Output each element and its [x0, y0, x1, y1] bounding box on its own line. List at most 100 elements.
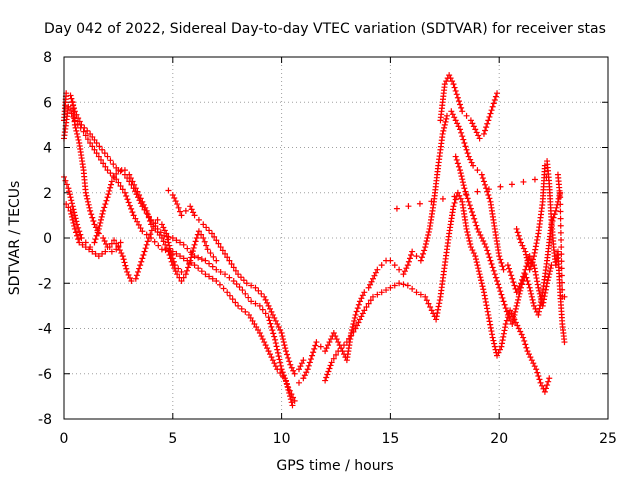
data-point	[191, 212, 198, 219]
data-point	[486, 113, 493, 120]
data-point	[505, 265, 512, 272]
data-point	[309, 352, 316, 359]
data-point	[469, 120, 476, 127]
data-point	[416, 200, 423, 207]
data-point	[130, 212, 137, 219]
data-point	[486, 195, 493, 202]
data-point	[303, 369, 310, 376]
data-point	[226, 257, 233, 264]
data-point	[77, 231, 84, 238]
data-point	[519, 281, 526, 288]
data-point	[125, 271, 132, 278]
data-point	[450, 81, 457, 88]
data-point	[439, 195, 446, 202]
data-point	[272, 340, 279, 347]
data-point	[177, 239, 184, 246]
data-point	[401, 268, 408, 275]
data-point	[509, 275, 516, 282]
data-point	[160, 224, 167, 231]
data-point	[100, 235, 107, 241]
data-point	[279, 333, 286, 340]
data-point	[87, 207, 94, 214]
data-point	[507, 268, 514, 275]
data-point	[478, 277, 485, 284]
data-point	[427, 304, 434, 311]
data-point	[514, 299, 521, 306]
data-point	[230, 264, 237, 271]
data-point	[65, 204, 72, 211]
data-point	[494, 277, 501, 284]
data-point	[144, 211, 151, 218]
data-point	[453, 156, 460, 163]
data-point	[525, 351, 532, 358]
data-point	[503, 308, 510, 315]
data-point	[423, 297, 430, 304]
data-point	[171, 262, 178, 269]
data-point	[469, 247, 476, 254]
data-point	[507, 307, 514, 314]
data-point	[451, 193, 458, 200]
data-point	[483, 124, 490, 131]
data-point	[479, 175, 486, 182]
data-point	[287, 393, 294, 400]
data-point	[461, 139, 468, 146]
data-point	[145, 235, 152, 241]
data-point	[74, 130, 81, 137]
data-point	[71, 121, 78, 128]
data-point	[258, 333, 265, 340]
data-point	[561, 339, 568, 346]
data-point	[195, 254, 202, 261]
data-point	[558, 265, 565, 272]
data-point	[169, 192, 176, 199]
data-point	[516, 236, 523, 243]
data-point	[553, 204, 560, 211]
data-point	[163, 233, 170, 240]
data-point	[134, 188, 141, 195]
data-point	[202, 271, 209, 278]
data-point	[457, 195, 464, 202]
data-point	[494, 352, 501, 359]
data-point	[121, 259, 128, 266]
data-point	[161, 227, 168, 234]
data-point	[117, 239, 124, 246]
data-point	[178, 212, 185, 219]
data-point	[524, 348, 531, 355]
data-point	[346, 335, 353, 342]
data-point	[274, 346, 281, 353]
data-point	[311, 345, 318, 352]
data-point	[70, 219, 77, 226]
data-point	[502, 324, 509, 331]
data-point	[265, 314, 272, 321]
data-point	[534, 233, 541, 240]
data-point	[206, 273, 213, 280]
data-point	[183, 267, 190, 274]
data-point	[156, 231, 163, 238]
data-point	[220, 285, 227, 292]
data-point	[168, 251, 175, 258]
data-point	[330, 355, 337, 362]
data-point	[82, 244, 89, 251]
data-point	[378, 289, 385, 296]
data-point	[158, 235, 165, 241]
data-point	[514, 322, 521, 329]
data-point	[464, 228, 471, 235]
data-point	[333, 336, 340, 343]
data-point	[209, 263, 216, 270]
data-point	[325, 368, 332, 375]
data-point	[353, 308, 360, 315]
data-point	[460, 182, 467, 189]
data-point	[139, 228, 146, 235]
data-point	[190, 209, 197, 216]
data-point	[485, 315, 492, 322]
data-point	[165, 239, 172, 246]
series-track-5	[69, 99, 124, 255]
data-point	[504, 311, 511, 318]
data-point	[457, 101, 464, 108]
data-point	[509, 320, 516, 327]
data-point	[486, 318, 493, 325]
data-point	[120, 256, 127, 263]
data-point	[480, 286, 487, 293]
data-point	[492, 93, 499, 100]
data-point	[465, 198, 472, 205]
data-point	[446, 72, 453, 79]
